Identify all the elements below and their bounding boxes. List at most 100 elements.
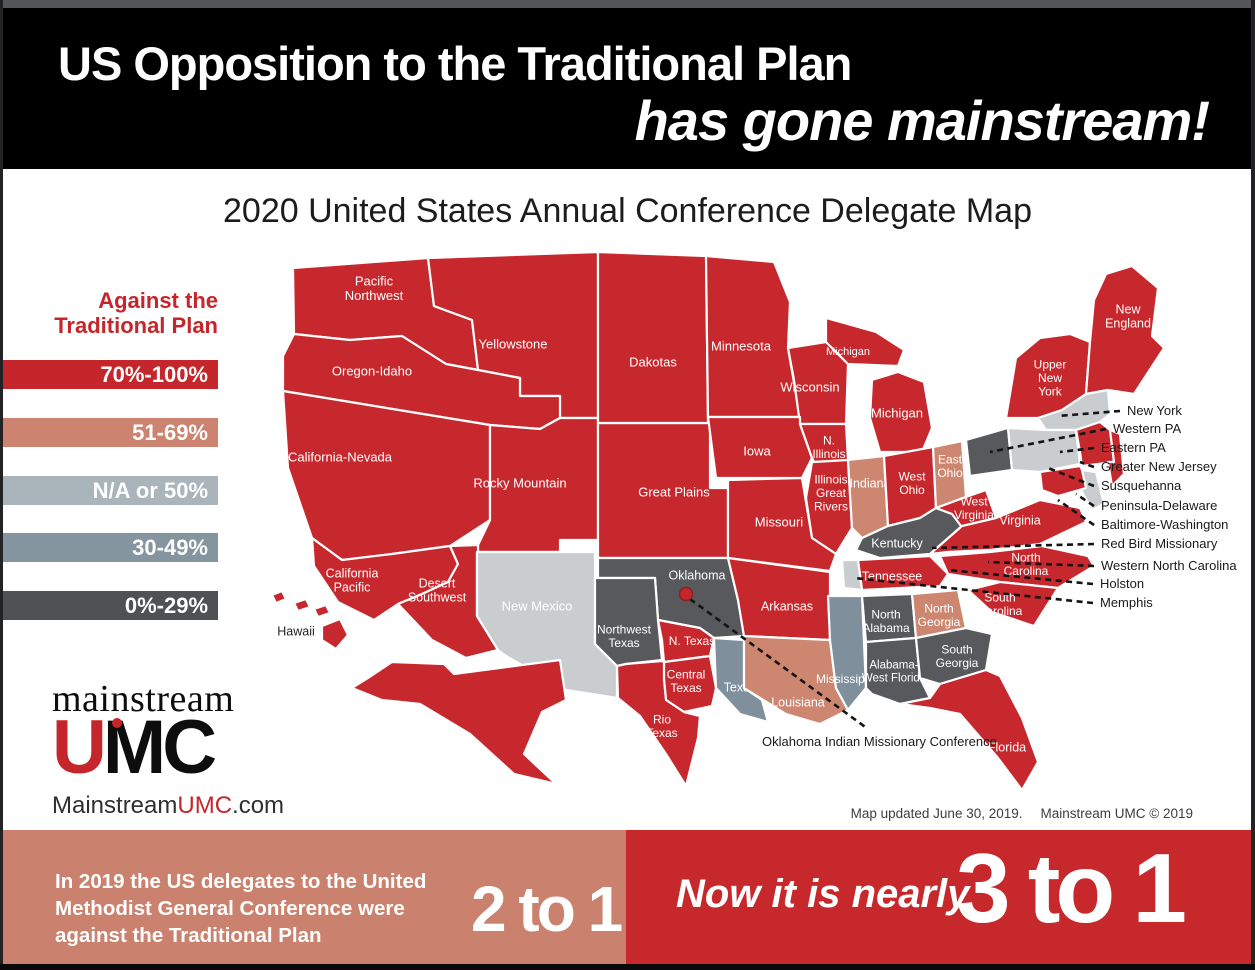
callout-label-peninsula-delaware: Peninsula-Delaware xyxy=(1101,498,1217,513)
region-label-new-england: New England xyxy=(1105,302,1151,330)
logo-dot-icon xyxy=(112,718,122,728)
region-label-yellowstone: Yellowstone xyxy=(479,337,548,352)
callout-line-greater-new-jersey xyxy=(1079,460,1095,469)
legend-title-line1: Against the xyxy=(98,288,218,313)
region-michigan-up xyxy=(824,316,906,368)
header-subtitle: has gone mainstream! xyxy=(634,89,1210,152)
region-alaska xyxy=(350,658,568,786)
region-label-n-texas: N. Texas xyxy=(669,634,715,648)
region-label-alaska: Alaska xyxy=(401,709,439,723)
region-label-north-georgia: North Georgia xyxy=(918,601,961,629)
header-title: US Opposition to the Traditional Plan xyxy=(58,37,852,90)
legend-title: Against the Traditional Plan xyxy=(0,288,218,338)
callout-label-oklahoma-indian-missionary-conference: Oklahoma Indian Missionary Conference xyxy=(762,734,997,749)
region-label-northwest-texas: Northwest Texas xyxy=(597,622,652,650)
callout-label-red-bird-missionary: Red Bird Missionary xyxy=(1101,536,1218,551)
region-label-rio-texas: Rio Texas xyxy=(646,712,677,740)
region-hawaii xyxy=(312,603,332,619)
callout-label-greater-new-jersey: Greater New Jersey xyxy=(1101,459,1217,474)
frame-bottom xyxy=(0,964,1255,970)
region-label-oregon-idaho: Oregon-Idaho xyxy=(332,364,412,379)
region-label-florida: Florida xyxy=(988,740,1026,754)
region-label-michigan: Michigan xyxy=(871,406,923,421)
region-label-california-pacific: California Pacific xyxy=(326,566,379,594)
region-rocky-mountain xyxy=(476,416,600,554)
region-label-illinois-great-rivers: Illinois Great Rivers xyxy=(814,473,848,514)
region-label-east-ohio: East Ohio xyxy=(937,452,963,480)
region-label-michigan-up: Michigan xyxy=(826,346,870,358)
region-label-kentucky: Kentucky xyxy=(871,536,923,550)
callout-line-holston xyxy=(947,568,1094,586)
banner-now-ratio-value: 3 to 1 xyxy=(956,833,1187,943)
region-label-missouri: Missouri xyxy=(755,515,804,530)
region-memphis xyxy=(840,558,864,592)
callout-label-memphis: Memphis xyxy=(1100,595,1153,610)
callout-label-western-pa: Western PA xyxy=(1113,421,1181,436)
region-label-oklahoma: Oklahoma xyxy=(669,568,726,582)
banner-2019-text: In 2019 the US delegates to the United M… xyxy=(55,870,427,948)
legend-item-70-100-: 70%-100% xyxy=(3,360,218,389)
region-label-minnesota: Minnesota xyxy=(711,339,772,354)
oimc-marker-dot xyxy=(678,586,694,602)
region-michigan xyxy=(868,370,934,454)
region-label-wisconsin: Wisconsin xyxy=(780,380,839,395)
region-label-north-alabama: North Alabama xyxy=(862,607,910,635)
region-label-arkansas: Arkansas xyxy=(761,599,813,613)
map-title: 2020 United States Annual Conference Del… xyxy=(223,192,1032,230)
website-prefix: Mainstream xyxy=(52,792,178,820)
region-label-dakotas: Dakotas xyxy=(629,355,677,370)
frame-left xyxy=(0,0,3,970)
region-label-upper-new-york: Upper New York xyxy=(1034,358,1067,399)
mainstream-umc-logo: mainstream UMC MainstreamUMC.com xyxy=(52,678,284,820)
legend-item-0-29-: 0%-29% xyxy=(3,591,218,621)
banner-now-ratio: Now it is nearly 3 to 1 xyxy=(626,830,1251,964)
callout-label-new-york: New York xyxy=(1127,403,1182,418)
region-south-carolina xyxy=(966,580,1060,628)
region-label-new-mexico: New Mexico xyxy=(502,599,573,614)
callout-line-oklahoma-indian-missionary-conference xyxy=(689,597,869,731)
region-label-mississippi: Mississippi xyxy=(816,672,874,686)
region-label-iowa: Iowa xyxy=(743,444,771,459)
region-indiana xyxy=(846,454,890,540)
region-dakotas xyxy=(596,250,710,425)
banner-2019-ratio: In 2019 the US delegates to the United M… xyxy=(3,830,626,964)
website-suffix: .com xyxy=(232,792,285,820)
region-label-rocky-mountain: Rocky Mountain xyxy=(473,476,566,491)
callout-label-eastern-pa: Eastern PA xyxy=(1101,440,1166,455)
region-greater-new-jersey xyxy=(1106,428,1126,488)
logo-umc: UMC xyxy=(52,710,272,786)
legend-item-n-a-or-50-: N/A or 50% xyxy=(3,475,218,505)
callout-line-western-north-carolina xyxy=(987,560,1095,568)
region-western-pa xyxy=(964,426,1014,478)
callout-line-western-pa xyxy=(989,427,1107,454)
region-hawaii xyxy=(320,617,350,651)
region-label-hawaii: Hawaii xyxy=(277,624,315,638)
region-label-n-illinois: N. Illinois xyxy=(812,433,845,461)
region-label-pacific-northwest: Pacific Northwest xyxy=(345,273,404,303)
header-banner: US Opposition to the Traditional Plan ha… xyxy=(3,8,1251,169)
region-label-west-ohio: West Ohio xyxy=(898,469,926,497)
attribution-updated: Map updated June 30, 2019. xyxy=(850,806,1023,821)
region-label-alabama-west-florida: Alabama-West Florida xyxy=(862,660,927,685)
attribution-copyright: Mainstream UMC © 2019 xyxy=(1040,806,1194,821)
banner-now-text: Now it is nearly xyxy=(676,872,970,916)
legend-title-line2: Traditional Plan xyxy=(54,313,218,338)
callout-line-memphis xyxy=(853,576,1094,605)
region-label-desert-southwest: Desert Southwest xyxy=(408,576,467,604)
callout-line-peninsula-delaware xyxy=(1075,492,1095,508)
website-umc: UMC xyxy=(177,792,233,820)
frame-top xyxy=(0,0,1255,8)
legend-item-51-69-: 51-69% xyxy=(3,417,218,447)
region-hawaii xyxy=(292,597,312,613)
frame-right xyxy=(1251,0,1255,970)
region-label-tennessee: Tennessee xyxy=(862,569,923,583)
logo-wordmark: mainstream xyxy=(52,678,235,720)
region-label-south-georgia: South Georgia xyxy=(936,642,979,670)
region-label-california-nevada: California-Nevada xyxy=(288,450,393,465)
callout-line-susquehanna xyxy=(1047,466,1095,488)
region-florida xyxy=(898,668,1040,792)
callout-label-baltimore-washington: Baltimore-Washington xyxy=(1101,517,1228,532)
region-label-louisiana: Louisiana xyxy=(771,695,825,709)
